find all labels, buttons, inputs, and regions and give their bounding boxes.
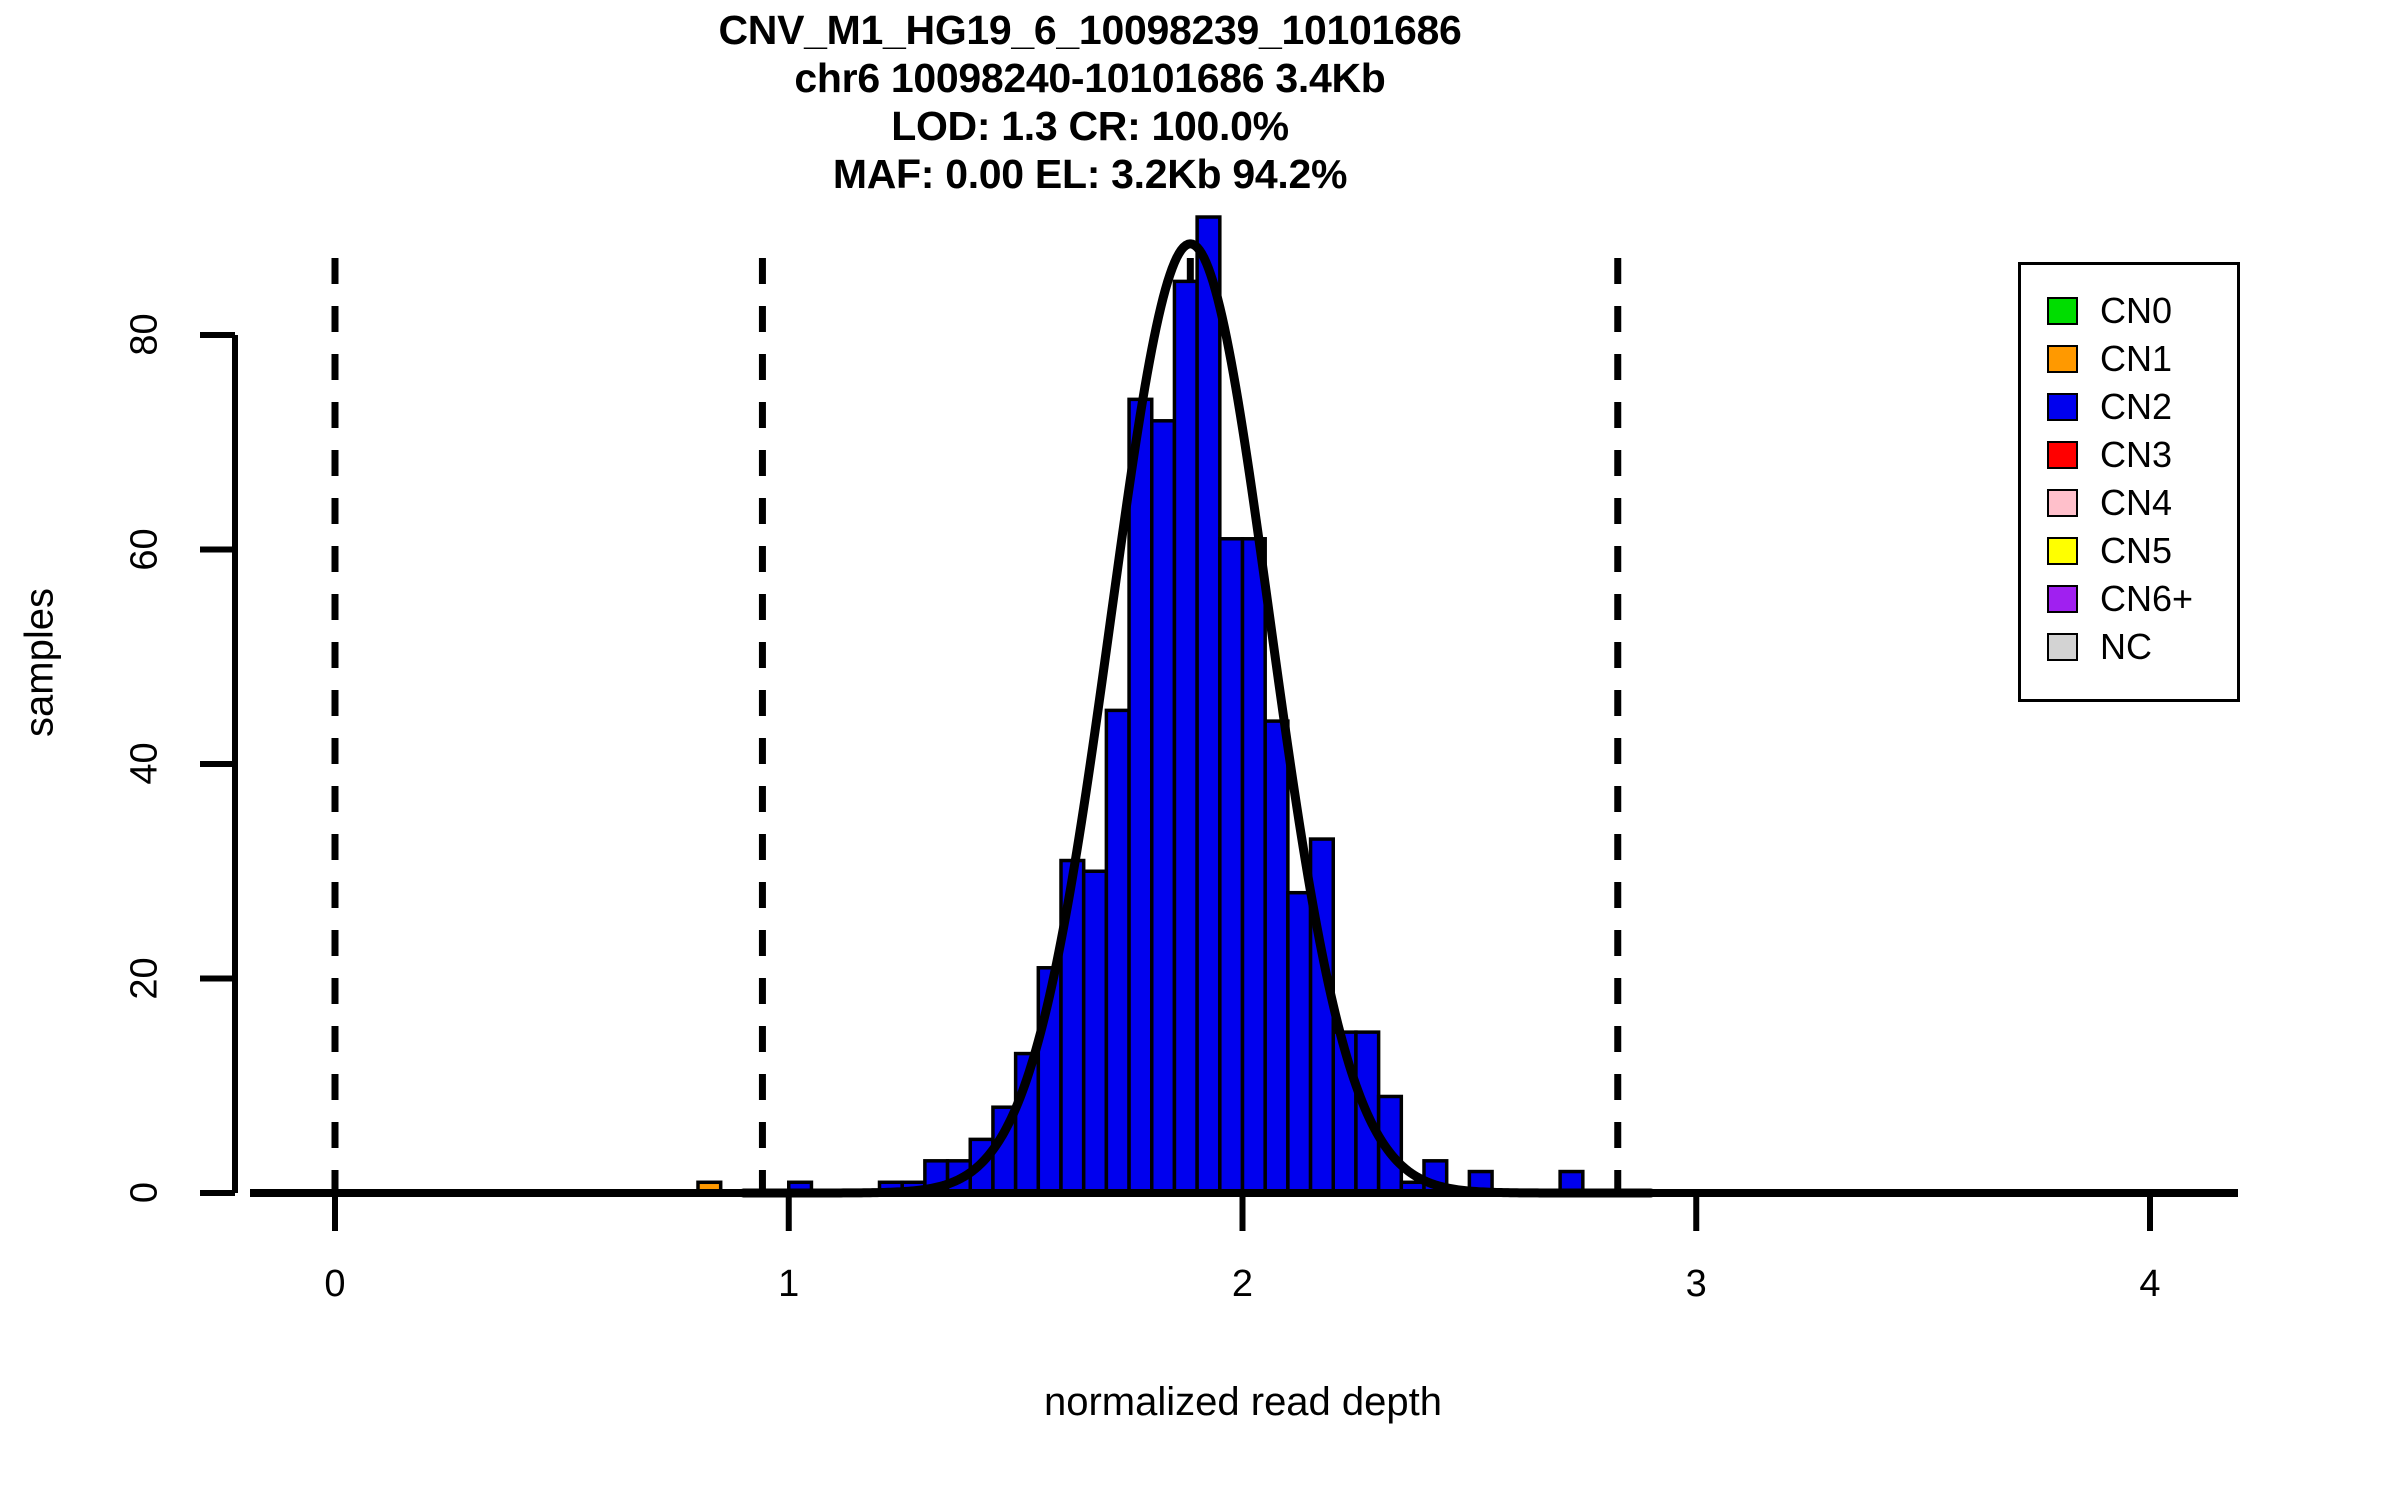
legend-item-cn0[interactable]: CN0 [2021,287,2237,335]
x-tick-label: 3 [1685,1263,1707,1305]
legend-item-label: CN1 [2100,338,2173,379]
legend-item-cn3[interactable]: CN3 [2021,431,2237,479]
legend-item-cn2[interactable]: CN2 [2021,383,2237,431]
legend-swatch-icon [2047,633,2078,661]
legend-item-label: CN3 [2100,434,2173,475]
legend-item-label: CN0 [2100,290,2173,331]
x-axis-title: normalized read depth [1043,1380,1443,1424]
histogram-bar [1286,890,1313,1195]
x-tick-label: 4 [2139,1263,2161,1305]
legend-item-cn4[interactable]: CN4 [2021,479,2237,527]
legend-item-cn5[interactable]: CN5 [2021,527,2237,575]
histogram-bar [1127,397,1154,1195]
legend-swatch-icon [2047,585,2078,613]
histogram-bar [1218,537,1245,1195]
legend-swatch-icon [2047,393,2078,421]
y-tick-label: 40 [123,742,166,785]
histogram-bars-group [696,215,1585,1195]
x-tick-label: 2 [1231,1263,1254,1305]
legend-swatch-icon [2047,441,2078,469]
legend-item-cn6plus[interactable]: CN6+ [2021,575,2237,623]
legend-swatch-icon [2047,537,2078,565]
page-title: CNV_M1_HG19_6_10098239_10101686 chr6 100… [0,6,2180,198]
y-tick-label: 0 [123,1181,166,1204]
x-tick-label: 1 [778,1263,800,1305]
legend: CN0 CN1 CN2 CN3 CN4 CN5 CN6+ NC [2018,262,2240,702]
legend-item-label: CN2 [2100,386,2173,427]
histogram-bar [1172,279,1199,1195]
axes-group [200,332,2238,1231]
legend-item-label: NC [2100,626,2152,667]
y-tick-label: 80 [123,313,166,356]
legend-item-label: CN6+ [2100,578,2194,619]
legend-item-nc[interactable]: NC [2021,623,2237,671]
legend-swatch-icon [2047,345,2078,373]
legend-item-cn1[interactable]: CN1 [2021,335,2237,383]
legend-swatch-icon [2047,489,2078,517]
histogram-bar [1240,537,1267,1195]
histogram-bar [1195,215,1222,1195]
histogram-bar [1081,869,1109,1195]
y-tick-label: 20 [123,956,166,1000]
legend-item-label: CN5 [2100,530,2173,571]
histogram-bar [1263,719,1290,1195]
legend-item-label: CN4 [2100,482,2173,523]
title-line-4: MAF: 0.00 EL: 3.2Kb 94.2% [832,151,1348,197]
histogram-bar [1104,708,1131,1195]
legend-swatch-icon [2047,297,2078,325]
x-tick-label: 0 [324,1263,346,1305]
title-line-2: chr6 10098240-10101686 3.4Kb [794,55,1386,101]
title-line-3: LOD: 1.3 CR: 100.0% [891,103,1289,149]
y-tick-label: 60 [123,527,166,571]
threshold-lines-group [331,258,1622,1193]
histogram-bar [1150,419,1177,1195]
title-line-1: CNV_M1_HG19_6_10098239_10101686 [718,7,1462,53]
